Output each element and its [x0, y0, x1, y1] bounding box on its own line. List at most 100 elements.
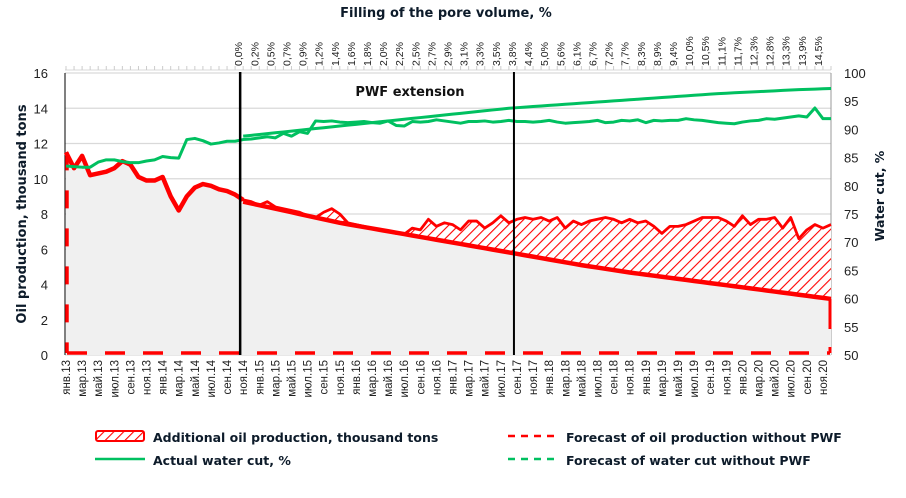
- left-tick-label: 14: [34, 101, 48, 116]
- bottom-tick-label: сен.19: [705, 360, 717, 394]
- forecast-oil-line: [242, 199, 832, 302]
- top-axis-minor-ticks: [65, 66, 832, 71]
- hatch-swatch-icon: [95, 430, 145, 445]
- top-axis-ticks: 0,0% 0,2% 0,5% 0,7% 0,9% 1,2% 1,4% 1,6% 1,8% 2,0%…: [233, 36, 825, 66]
- bottom-tick-label: сен.20: [802, 360, 814, 394]
- forecast-water-cut-line: [243, 87, 832, 138]
- baseline-production-area: [66, 152, 831, 355]
- bottom-tick-label: янв.16: [351, 360, 363, 395]
- bottom-tick-label: мар.13: [77, 360, 89, 397]
- top-tick-label: 13,3%: [781, 36, 793, 66]
- legend-item-forecast-water-cut: Forecast of water cut without PWF: [508, 453, 811, 468]
- bottom-tick-label: мар.14: [174, 359, 186, 396]
- top-tick-label: 3,8%: [507, 42, 519, 66]
- bottom-tick-label: сен.16: [415, 360, 427, 394]
- legend-item-additional: Additional oil production, thousand tons: [95, 430, 438, 445]
- bottom-tick-label: янв.14: [158, 359, 170, 394]
- bottom-tick-label: май.19: [673, 360, 685, 397]
- red-dashed-line-icon: [508, 430, 558, 445]
- right-tick-label: 65: [844, 263, 858, 278]
- bottom-axis-ticks: янв.13 мар.13 май.13 июл.13 сен.13 ноя.13 янв.…: [61, 359, 830, 397]
- top-tick-label: 0,7%: [281, 42, 293, 66]
- left-tick-label: 2: [41, 313, 48, 328]
- top-tick-label: 6,7%: [587, 42, 599, 66]
- top-tick-label: 5,0%: [539, 42, 551, 66]
- top-tick-label: 1,2%: [314, 42, 326, 66]
- bottom-tick-label: ноя.15: [335, 360, 347, 395]
- plot-areas: [66, 152, 831, 355]
- top-tick-label: 3,3%: [475, 42, 487, 66]
- right-tick-label: 95: [844, 94, 858, 109]
- bottom-tick-label: ноя.19: [721, 360, 733, 395]
- top-tick-label: 14,5%: [813, 36, 825, 66]
- vertical-markers: [238, 72, 515, 355]
- bottom-tick-label: май.17: [480, 360, 492, 397]
- top-tick-label: 6,1%: [571, 42, 583, 66]
- top-tick-label: 0,0%: [233, 42, 245, 66]
- left-tick-label: 4: [41, 278, 48, 293]
- bottom-tick-label: май.18: [576, 360, 588, 397]
- top-tick-label: 0,9%: [298, 42, 310, 66]
- right-tick-label: 55: [844, 320, 858, 335]
- bottom-tick-label: мар.19: [657, 360, 669, 397]
- top-tick-label: 2,7%: [426, 42, 438, 66]
- bottom-tick-label: янв.20: [737, 360, 749, 395]
- top-tick-label: 11,7%: [732, 37, 744, 66]
- top-tick-label: 2,5%: [410, 42, 422, 66]
- pwf-extension-annotation: PWF extension: [355, 85, 464, 100]
- bottom-tick-label: сен.15: [319, 360, 331, 394]
- bottom-tick-label: май.20: [770, 360, 782, 397]
- top-tick-label: 0,2%: [249, 42, 261, 66]
- top-tick-label: 8,9%: [652, 42, 664, 66]
- bottom-tick-label: июл.14: [206, 359, 218, 397]
- top-tick-label: 13,9%: [797, 36, 809, 66]
- top-tick-label: 1,4%: [330, 42, 342, 66]
- left-tick-label: 8: [41, 207, 48, 222]
- right-axis-ticks: 50 55 60 65 70 75 80 85 90 95 100: [844, 66, 866, 363]
- legend-item-forecast-oil: Forecast of oil production without PWF: [508, 430, 842, 445]
- legend-label: Forecast of water cut without PWF: [566, 453, 811, 468]
- bottom-tick-label: ноя.17: [528, 360, 540, 395]
- top-tick-label: 10,0%: [684, 36, 696, 66]
- top-tick-label: 2,2%: [394, 42, 406, 66]
- bottom-tick-label: июл.20: [786, 360, 798, 398]
- bottom-tick-label: мар.20: [754, 360, 766, 397]
- top-tick-label: 3,1%: [459, 42, 471, 66]
- bottom-tick-label: янв.15: [254, 360, 266, 395]
- top-tick-label: 12,3%: [749, 36, 761, 66]
- top-tick-label: 1,8%: [362, 42, 374, 66]
- right-tick-label: 90: [844, 122, 858, 137]
- bottom-tick-label: июл.19: [689, 360, 701, 398]
- bottom-tick-label: сен.14: [222, 359, 234, 394]
- right-tick-label: 60: [844, 292, 858, 307]
- plot-lines: [63, 87, 832, 355]
- bottom-tick-label: янв.18: [544, 360, 556, 395]
- right-tick-label: 50: [844, 348, 858, 363]
- top-tick-label: 2,9%: [443, 42, 455, 66]
- bottom-tick-label: мар.16: [367, 360, 379, 397]
- legend-item-actual-water-cut: Actual water cut, %: [95, 453, 291, 468]
- bottom-tick-label: ноя.13: [142, 360, 154, 395]
- bottom-tick-label: мар.17: [464, 360, 476, 397]
- top-tick-label: 3,5%: [491, 42, 503, 66]
- legend-label: Additional oil production, thousand tons: [153, 430, 439, 445]
- bottom-tick-label: ноя.16: [431, 360, 443, 395]
- bottom-tick-label: июл.18: [592, 360, 604, 398]
- bottom-tick-label: сен.17: [512, 360, 524, 394]
- left-tick-label: 16: [34, 66, 48, 81]
- green-dashed-line-icon: [508, 453, 558, 468]
- bottom-tick-label: май.13: [93, 360, 105, 397]
- bottom-tick-label: июл.17: [496, 360, 508, 398]
- top-tick-label: 7,7%: [620, 42, 632, 66]
- top-tick-label: 1,6%: [346, 42, 358, 66]
- left-tick-label: 12: [34, 137, 48, 152]
- bottom-tick-label: сен.13: [125, 360, 137, 394]
- bottom-tick-label: мар.15: [270, 360, 282, 397]
- left-tick-label: 10: [34, 172, 48, 187]
- bottom-tick-label: сен.18: [609, 360, 621, 394]
- bottom-tick-label: янв.19: [641, 360, 653, 395]
- right-tick-label: 70: [844, 235, 858, 250]
- green-line-icon: [95, 453, 145, 468]
- top-tick-label: 12,8%: [765, 36, 777, 66]
- top-tick-label: 0,5%: [265, 42, 277, 66]
